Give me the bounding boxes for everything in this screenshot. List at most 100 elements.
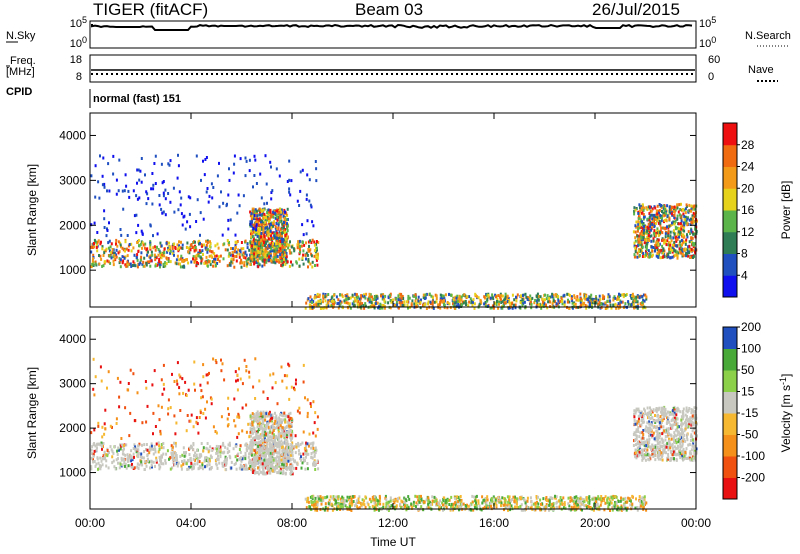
power-pixel: [310, 205, 313, 209]
power-pixel: [272, 210, 275, 214]
power-pixel: [140, 157, 143, 160]
power-pixel: [169, 249, 172, 253]
power-pixel: [136, 265, 139, 269]
velocity-pixel: [184, 380, 187, 384]
power-pixel: [173, 253, 175, 257]
power-pixel: [201, 257, 204, 261]
velocity-pixel: [173, 380, 176, 383]
velocity-pixel: [258, 415, 261, 419]
velocity-pixel: [280, 413, 283, 417]
power-pixel: [140, 255, 143, 259]
power-pixel: [210, 182, 213, 186]
power-pixel: [681, 254, 684, 258]
velocity-pixel: [129, 368, 132, 372]
power-pixel: [228, 252, 231, 256]
power-pixel: [262, 217, 265, 220]
velocity-pixel: [243, 358, 246, 362]
power-pixel: [255, 223, 258, 227]
velocity-pixel: [271, 464, 274, 468]
power-pixel: [655, 230, 658, 234]
power-pixel: [245, 264, 248, 268]
power-pixel: [164, 197, 167, 201]
velocity-pixel: [271, 448, 274, 452]
power-pixel: [299, 245, 302, 248]
velocity-pixel: [203, 459, 206, 463]
power-pixel: [174, 261, 177, 265]
power-pixel: [260, 227, 263, 231]
power-pixel: [252, 185, 254, 189]
power-pixel: [526, 296, 529, 300]
velocity-pixel: [636, 508, 639, 512]
power-pixel: [684, 207, 687, 211]
power-pixel: [692, 254, 695, 258]
power-pixel: [168, 245, 171, 249]
power-pixel: [230, 247, 232, 250]
power-pixel: [282, 213, 285, 217]
power-pixel: [175, 262, 178, 266]
power-pixel: [331, 302, 334, 306]
power-pixel: [141, 262, 144, 266]
power-pixel: [345, 294, 348, 298]
velocity-pixel: [271, 444, 274, 447]
power-pixel: [313, 243, 316, 247]
power-pixel: [234, 247, 237, 251]
power-pixel: [562, 294, 565, 298]
power-pixel: [229, 253, 232, 257]
power-pixel: [632, 300, 635, 304]
power-pixel: [161, 181, 164, 185]
power-pixel: [673, 215, 676, 219]
velocity-pixel: [643, 495, 646, 499]
power-pixel: [272, 221, 275, 225]
power-pixel: [677, 233, 680, 237]
power-pixel: [193, 248, 196, 252]
power-pixel: [278, 236, 281, 240]
velocity-pixel: [288, 430, 291, 434]
velocity-pixel: [257, 466, 260, 470]
power-pixel: [194, 258, 197, 262]
power-pixel: [673, 222, 676, 226]
power-pixel: [648, 205, 651, 209]
power-pixel: [137, 262, 140, 266]
power-pixel: [619, 302, 622, 306]
velocity-pixel: [128, 434, 131, 438]
velocity-pixel: [226, 417, 229, 421]
velocity-pixel: [190, 413, 193, 417]
power-pixel: [674, 253, 677, 257]
power-pixel: [658, 209, 661, 212]
power-pixel: [559, 299, 562, 303]
power-pixel: [662, 207, 665, 211]
power-pixel: [526, 297, 529, 301]
power-pixel: [178, 240, 180, 244]
power-pixel: [489, 296, 492, 300]
power-pixel: [352, 300, 355, 304]
power-pixel: [589, 303, 591, 307]
velocity-pixel: [298, 411, 301, 415]
velocity-pixel: [293, 459, 295, 463]
power-pixel: [652, 246, 655, 249]
velocity-pixel: [283, 436, 286, 439]
velocity-pixel: [284, 420, 287, 424]
power-pixel: [297, 243, 300, 247]
velocity-pixel: [255, 436, 258, 440]
power-colorbar-label-5: 24: [741, 160, 755, 174]
power-pixel: [431, 302, 434, 306]
power-pixel: [305, 241, 307, 245]
power-pixel: [567, 298, 569, 302]
power-pixel: [675, 253, 678, 257]
power-pixel: [373, 302, 376, 306]
velocity-pixel: [162, 442, 165, 445]
velocity-pixel: [264, 427, 267, 431]
velocity-pixel: [163, 387, 166, 391]
power-pixel: [669, 234, 672, 238]
velocity-pixel: [288, 397, 291, 401]
power-pixel: [543, 302, 546, 306]
power-pixel: [246, 246, 249, 250]
velocity-pixel: [286, 466, 289, 470]
power-pixel: [178, 246, 181, 250]
power-pixel: [272, 260, 275, 264]
power-pixel: [666, 204, 669, 208]
velocity-pixel: [294, 434, 297, 438]
velocity-pixel: [240, 456, 243, 460]
power-pixel: [262, 253, 265, 257]
power-pixel: [162, 262, 165, 266]
